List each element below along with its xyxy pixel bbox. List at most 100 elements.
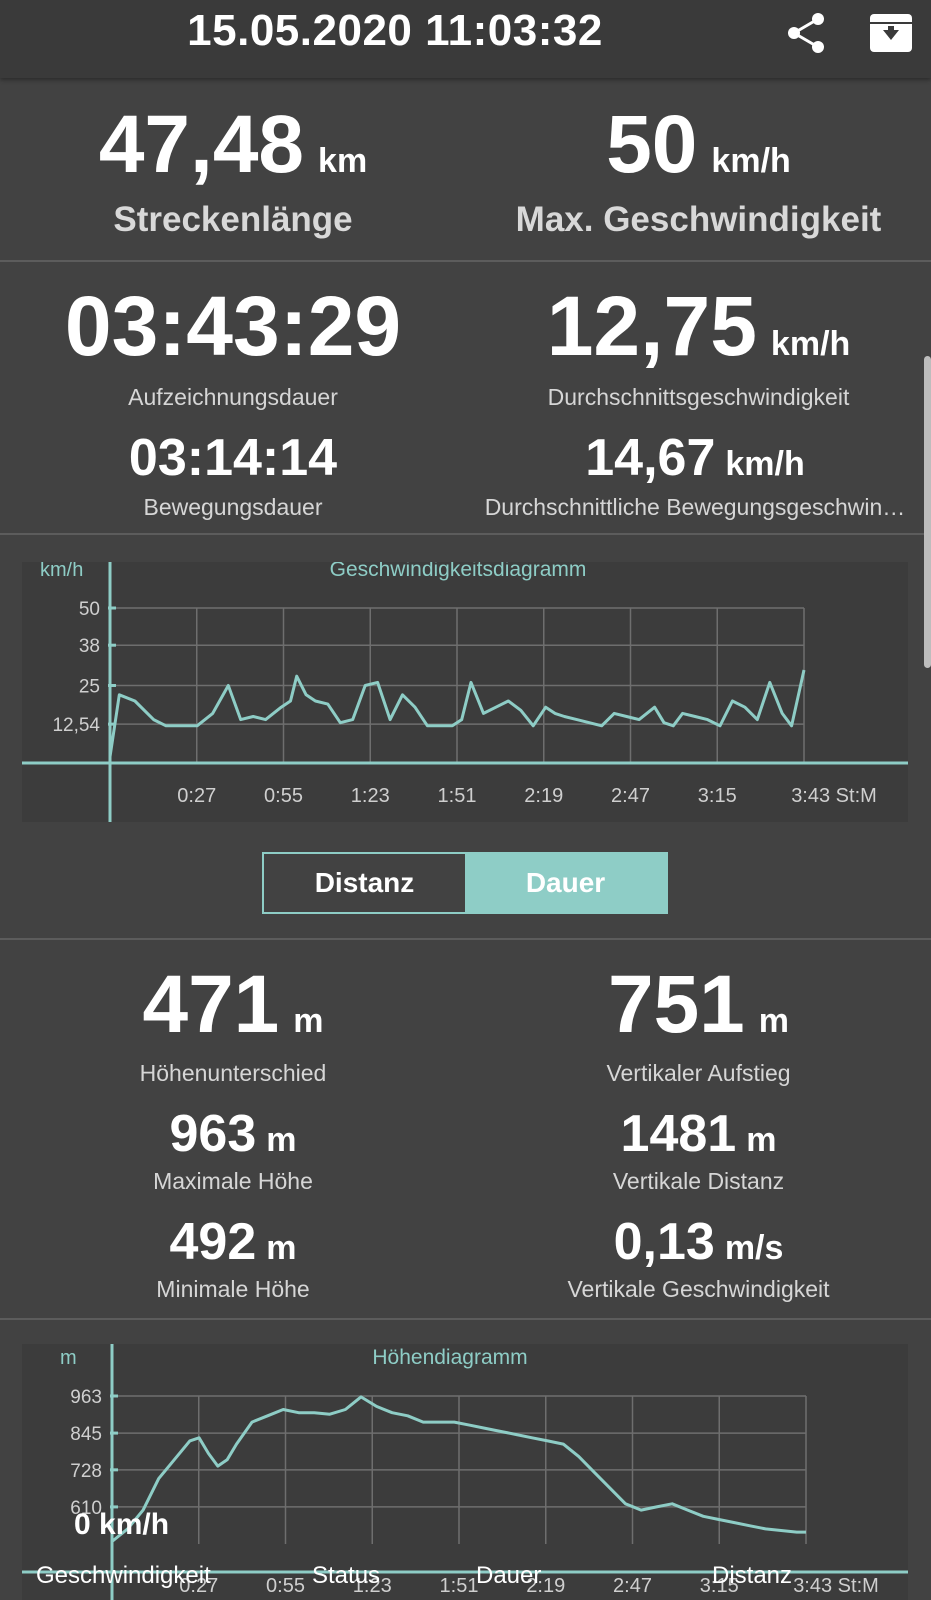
y-unit-label: km/h [40,562,83,581]
vertical-ascent-value: 751 [607,959,745,1050]
x-tick-label: 2:47 [613,1575,652,1597]
toggle-distance[interactable]: Distanz [314,867,415,898]
x-tick-label: 0:27 [179,1575,218,1597]
vertical-ascent-label: Vertikaler Aufstieg [606,1060,791,1086]
recording-duration-value: 03:43:29 [64,279,402,373]
max-speed-unit: km/h [711,142,791,180]
height-diff-label: Höhenunterschied [139,1060,327,1086]
height-diff-unit: m [293,1002,324,1040]
y-tick-label: 25 [79,677,100,698]
max-speed-label: Max. Geschwindigkeit [515,200,882,239]
chart-title: Geschwindigkeitsdiagramm [330,562,587,581]
avg-speed-stat: 12,75 km/h Durchschnittsgeschwindigkeit [466,284,931,411]
vertical-speed-stat: 0,13 m/s Vertikale Geschwindigkeit [466,1212,931,1303]
bottom-navigation: Geschwindigkeit Status Dauer Distanz [0,1556,931,1600]
share-icon [788,13,824,53]
vertical-distance-stat: 1481 m Vertikale Distanz [466,1104,931,1195]
x-tick-label: 1:23 [353,1575,392,1597]
current-speed-overlay: 0 km/h [74,1508,170,1541]
x-tick-label: 3:15 [700,1575,739,1597]
y-tick-label: 610 [70,1498,102,1519]
vertical-distance-unit: m [746,1121,777,1159]
y-tick-label: 963 [70,1387,102,1408]
x-tick-label: 2:47 [611,785,650,807]
height-diff-value: 471 [142,959,280,1050]
speed-chart[interactable]: 50 38 25 12,54 0:27 0:55 1:23 1:51 2:19 2:47 3:15 3… [22,562,908,822]
x-tick-label: 2:19 [524,785,563,807]
series-line [108,669,806,758]
nav-speed[interactable]: Geschwindigkeit [36,1562,211,1589]
avg-moving-speed-label: Durchschnittliche Bewegungsgeschwin… [484,494,906,520]
min-height-stat: 492 m Minimale Höhe [0,1212,466,1303]
vertical-speed-label: Vertikale Geschwindigkeit [567,1276,830,1302]
x-tick-label: 0:55 [266,1575,305,1597]
avg-speed-unit: km/h [770,325,851,363]
x-tick-label: 3:15 [698,785,737,807]
avg-moving-speed-stat: 14,67 km/h Durchschnittliche Bewegungsges… [466,428,924,521]
moving-duration-stat: 03:14:14 Bewegungsdauer [0,428,466,521]
session-title: 15.05.2020 11:03:32 [187,6,603,55]
min-height-label: Minimale Höhe [156,1276,310,1302]
recording-duration-stat: 03:43:29 Aufzeichnungsdauer [0,284,466,411]
y-tick-label: 38 [79,636,100,657]
avg-speed-label: Durchschnittsgeschwindigkeit [547,384,850,410]
archive-button[interactable] [866,8,916,58]
x-tick-label: 2:19 [526,1575,565,1597]
max-height-value: 963 [169,1105,257,1163]
distance-duration-toggle[interactable]: Distanz Dauer [262,852,668,914]
distance-value: 47,48 [98,99,305,190]
series-line [111,1395,806,1543]
top-app-bar: 15.05.2020 11:03:32 [0,0,931,78]
scrollbar[interactable] [924,356,931,668]
x-tick-label: 0:27 [177,785,216,807]
nav-duration[interactable]: Dauer [476,1562,542,1589]
y-tick-label: 50 [79,599,100,620]
avg-speed-value: 12,75 [546,279,757,373]
distance-unit: km [318,142,368,180]
max-speed-value: 50 [606,99,698,190]
distance-stat: 47,48 km Streckenlänge [0,104,466,240]
nav-status[interactable]: Status [312,1562,381,1589]
y-unit-label: m [60,1347,77,1369]
min-height-unit: m [266,1229,297,1267]
y-tick-label: 12,54 [52,715,100,736]
vertical-distance-value: 1481 [620,1105,737,1163]
avg-moving-speed-value: 14,67 [585,429,716,487]
chart-title: Höhendiagramm [372,1346,527,1369]
vertical-speed-unit: m/s [724,1229,784,1267]
height-diff-stat: 471 m Höhenunterschied [0,964,466,1087]
x-tick-label: 1:23 [351,785,390,807]
elevation-chart[interactable]: 963 845 728 610 0:27 0:55 1:23 1:51 2:19 2:47 3:15… [22,1344,908,1600]
archive-icon [870,14,912,52]
vertical-speed-value: 0,13 [613,1213,715,1271]
vertical-distance-label: Vertikale Distanz [612,1168,785,1194]
max-height-stat: 963 m Maximale Höhe [0,1104,466,1195]
distance-label: Streckenlänge [113,200,353,239]
moving-duration-label: Bewegungsdauer [143,494,323,520]
divider [0,1318,931,1320]
x-tick-label: 0:55 [264,785,303,807]
vertical-ascent-unit: m [758,1002,790,1040]
max-height-label: Maximale Höhe [153,1168,313,1194]
x-tick-label: 3:43 St:M [793,1575,879,1597]
divider [0,938,931,940]
recording-duration-label: Aufzeichnungsdauer [128,384,338,410]
nav-distance[interactable]: Distanz [712,1562,793,1589]
divider [0,260,931,262]
share-button[interactable] [782,8,832,58]
divider [0,533,931,535]
elevation-chart-svg: 963 845 728 610 0:27 0:55 1:23 1:51 2:19 2:47 3:15… [22,1344,908,1600]
max-height-unit: m [266,1121,297,1159]
x-tick-label: 3:43 St:M [791,785,877,807]
x-tick-label: 1:51 [438,785,477,807]
toggle-duration[interactable]: Dauer [465,854,666,912]
x-tick-label: 1:51 [440,1575,479,1597]
vertical-ascent-stat: 751 m Vertikaler Aufstieg [466,964,931,1087]
avg-moving-speed-unit: km/h [725,445,805,483]
y-tick-label: 728 [70,1461,102,1482]
speed-chart-svg: 50 38 25 12,54 0:27 0:55 1:23 1:51 2:19 2:47 3:15 3… [22,562,908,822]
moving-duration-value: 03:14:14 [128,429,338,487]
y-tick-label: 845 [70,1424,102,1445]
max-speed-stat: 50 km/h Max. Geschwindigkeit [466,104,931,240]
min-height-value: 492 [169,1213,257,1271]
